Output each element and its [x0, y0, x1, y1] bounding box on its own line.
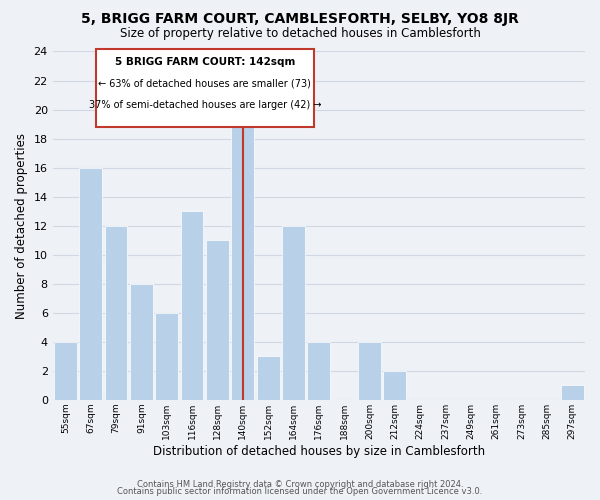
Bar	[232, 110, 254, 400]
X-axis label: Distribution of detached houses by size in Camblesforth: Distribution of detached houses by size …	[153, 444, 485, 458]
Bar	[155, 312, 178, 400]
Bar	[358, 342, 381, 400]
Text: Contains HM Land Registry data © Crown copyright and database right 2024.: Contains HM Land Registry data © Crown c…	[137, 480, 463, 489]
FancyBboxPatch shape	[96, 48, 314, 127]
Text: Size of property relative to detached houses in Camblesforth: Size of property relative to detached ho…	[119, 28, 481, 40]
Bar	[307, 342, 330, 400]
Text: 5, BRIGG FARM COURT, CAMBLESFORTH, SELBY, YO8 8JR: 5, BRIGG FARM COURT, CAMBLESFORTH, SELBY…	[81, 12, 519, 26]
Text: ← 63% of detached houses are smaller (73): ← 63% of detached houses are smaller (73…	[98, 78, 311, 88]
Y-axis label: Number of detached properties: Number of detached properties	[15, 132, 28, 318]
Bar	[181, 211, 203, 400]
Bar	[206, 240, 229, 400]
Bar	[383, 371, 406, 400]
Bar	[104, 226, 127, 400]
Bar	[561, 386, 584, 400]
Text: Contains public sector information licensed under the Open Government Licence v3: Contains public sector information licen…	[118, 487, 482, 496]
Bar	[257, 356, 280, 400]
Text: 37% of semi-detached houses are larger (42) →: 37% of semi-detached houses are larger (…	[89, 100, 321, 110]
Bar	[130, 284, 153, 400]
Text: 5 BRIGG FARM COURT: 142sqm: 5 BRIGG FARM COURT: 142sqm	[115, 56, 295, 66]
Bar	[54, 342, 77, 400]
Bar	[282, 226, 305, 400]
Bar	[79, 168, 102, 400]
